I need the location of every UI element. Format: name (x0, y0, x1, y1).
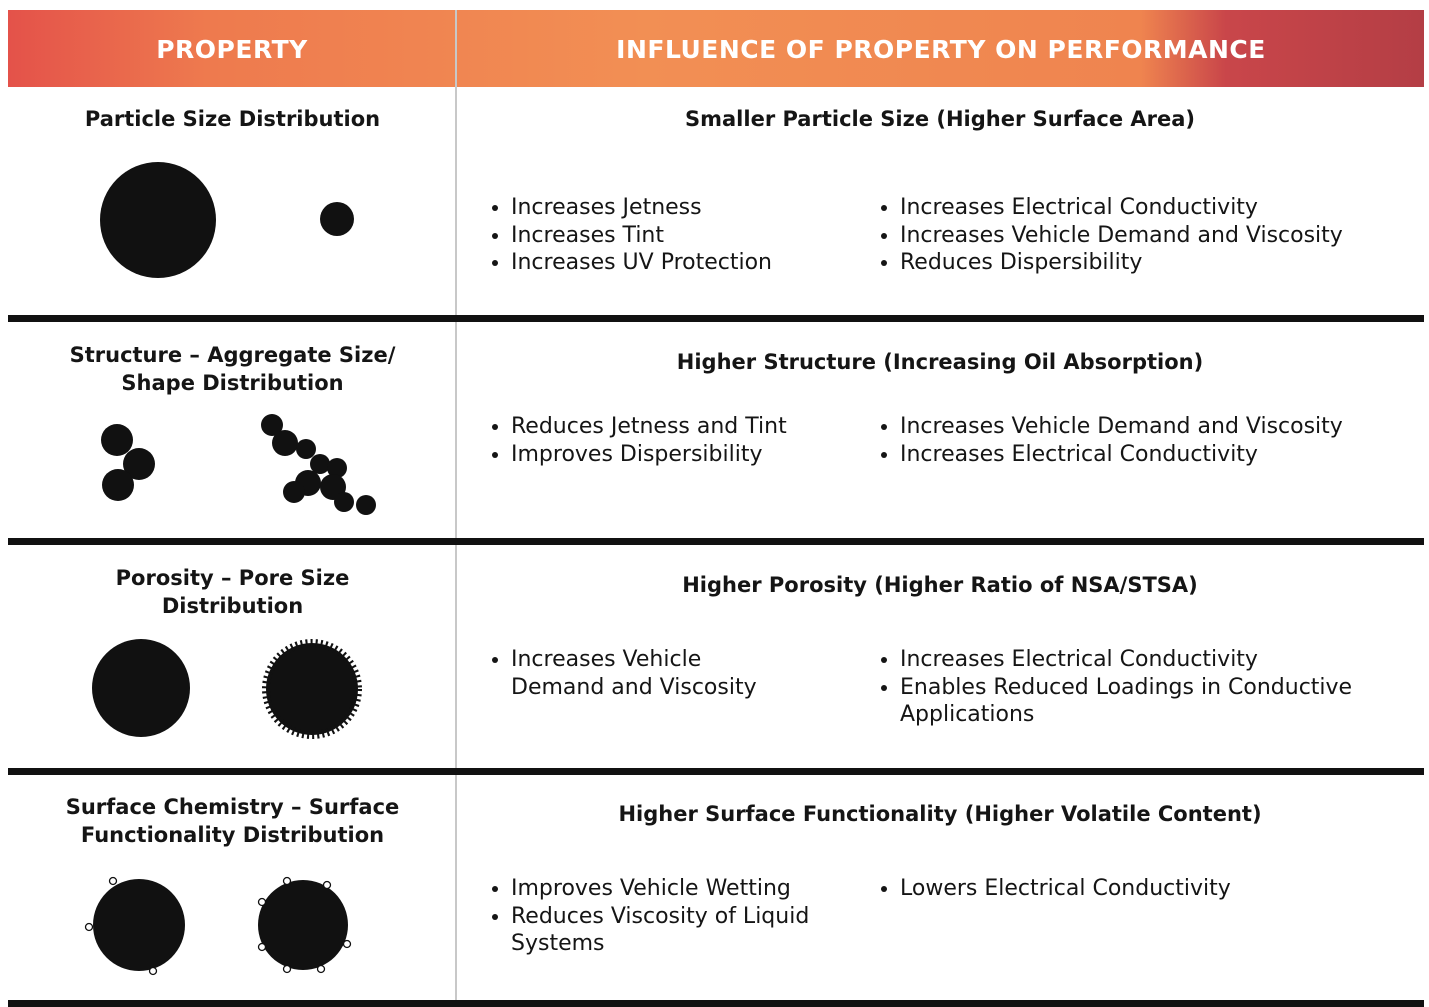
bullet-item: Reduces Viscosity of Liquid Systems (511, 903, 881, 958)
bullet-list: Improves Vehicle WettingReduces Viscosit… (493, 875, 881, 958)
property-label: Surface Chemistry – Surface Functionalit… (65, 795, 400, 847)
bullet-list: Increases Electrical ConductivityIncreas… (882, 194, 1429, 277)
header-cell: PROPERTY (156, 35, 308, 64)
bullet-list: Increases Vehicle Demand and ViscosityIn… (882, 413, 1429, 468)
bullet-list: Increases Electrical ConductivityEnables… (882, 646, 1429, 729)
bullet-item: Enables Reduced Loadings in Conductive A… (900, 674, 1429, 729)
illustrations (84, 162, 376, 976)
bullet-item: Increases Electrical Conductivity (900, 441, 1429, 469)
row-heading: Higher Surface Functionality (Higher Vol… (618, 802, 1262, 826)
row-heading: Higher Structure (Increasing Oil Absorpt… (676, 350, 1204, 374)
bullet-item: Increases Vehicle Demand and Viscosity (900, 413, 1429, 441)
row-heading: Smaller Particle Size (Higher Surface Ar… (685, 107, 1195, 131)
bullet-item: Increases Vehicle Demand and Viscosity (900, 222, 1429, 250)
bullet-item: Increases Jetness (511, 194, 881, 222)
bullet-item: Increases UV Protection (511, 249, 881, 277)
bullet-item: Increases Electrical Conductivity (900, 646, 1429, 674)
bullet-list: Lowers Electrical Conductivity (882, 875, 1429, 903)
header-cell: INFLUENCE OF PROPERTY ON PERFORMANCE (616, 35, 1266, 64)
bullet-item: Increases Vehicle Demand and Viscosity (511, 646, 881, 701)
header-bar: PROPERTY INFLUENCE OF PROPERTY ON PERFOR… (8, 10, 1424, 87)
bullet-list: Reduces Jetness and TintImproves Dispers… (493, 413, 881, 468)
bullet-item: Increases Tint (511, 222, 881, 250)
row-rule (8, 1000, 1424, 1007)
row-rule (8, 315, 1424, 322)
property-label: Structure – Aggregate Size/ Shape Distri… (69, 343, 396, 395)
row-rule (8, 768, 1424, 775)
column-divider (455, 10, 457, 1007)
bullet-item: Reduces Jetness and Tint (511, 413, 881, 441)
bullet-item: Increases Electrical Conductivity (900, 194, 1429, 222)
property-label: Porosity – Pore Size Distribution (115, 566, 350, 618)
bullet-list: Increases Vehicle Demand and Viscosity (493, 646, 881, 701)
bullet-list: Increases JetnessIncreases TintIncreases… (493, 194, 881, 277)
bullet-item: Lowers Electrical Conductivity (900, 875, 1429, 903)
row-heading: Higher Porosity (Higher Ratio of NSA/STS… (682, 573, 1198, 597)
row-rule (8, 538, 1424, 545)
bullet-item: Improves Dispersibility (511, 441, 881, 469)
bullet-item: Reduces Dispersibility (900, 249, 1429, 277)
bullet-item: Improves Vehicle Wetting (511, 875, 881, 903)
property-label: Particle Size Distribution (84, 107, 381, 131)
